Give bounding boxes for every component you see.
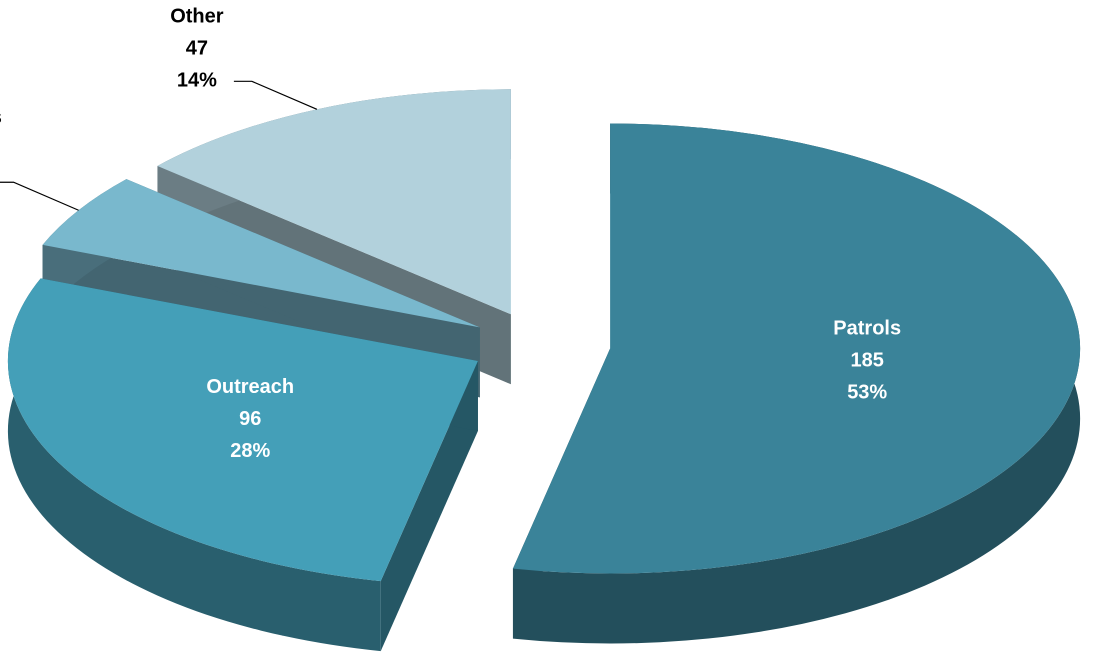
slice bbox=[7, 278, 478, 652]
data-label: 14% bbox=[177, 70, 217, 92]
slice bbox=[512, 123, 1081, 644]
leader-line bbox=[233, 80, 318, 110]
data-label: Patrols bbox=[833, 318, 901, 340]
data-label: 28% bbox=[230, 440, 270, 462]
slice-side bbox=[380, 360, 478, 652]
data-label: 96 bbox=[239, 408, 261, 430]
leader-line bbox=[0, 181, 79, 211]
slice-top bbox=[42, 179, 480, 328]
slice-top bbox=[157, 89, 511, 315]
data-label: 47 bbox=[186, 38, 208, 60]
data-label: 53% bbox=[847, 382, 887, 404]
slice-top bbox=[512, 123, 1081, 574]
data-label: 185 bbox=[851, 350, 884, 372]
data-label: Outreach bbox=[206, 376, 294, 398]
data-label: Meetings bbox=[0, 107, 2, 129]
slice-top bbox=[7, 278, 478, 582]
slice-wall bbox=[7, 278, 381, 652]
data-label: Other bbox=[170, 6, 224, 28]
